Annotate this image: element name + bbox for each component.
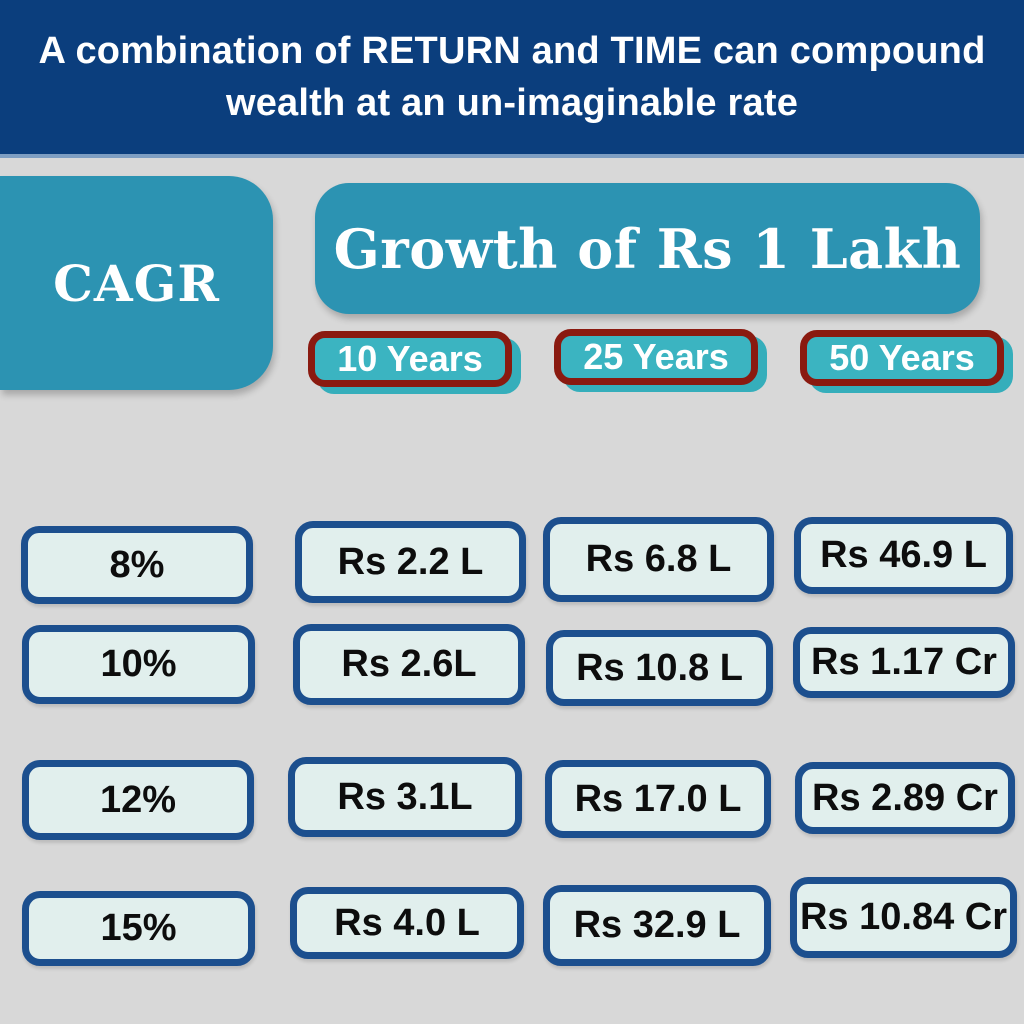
tab-50-years[interactable]: 50 Years (800, 330, 1004, 386)
header-title-line-1: A combination of RETURN and TIME can com… (38, 29, 986, 72)
value-cell-8pct-50y: Rs 46.9 L (794, 517, 1013, 594)
value-cell-8pct-25y-label: Rs 6.8 L (585, 538, 732, 580)
value-cell-15pct-50y: Rs 10.84 Cr (790, 877, 1017, 958)
cagr-header-box: CAGR (0, 176, 273, 390)
value-cell-15pct-10y: Rs 4.0 L (290, 887, 524, 959)
cagr-cell-15pct-label: 15% (100, 907, 177, 949)
cagr-cell-8pct-label: 8% (109, 543, 165, 586)
value-cell-15pct-50y-label: Rs 10.84 Cr (799, 896, 1007, 938)
value-cell-10pct-25y: Rs 10.8 L (546, 630, 773, 706)
cagr-cell-12pct: 12% (22, 760, 254, 840)
header-title-line-2: wealth at an un-imaginable rate (225, 82, 799, 124)
cagr-cell-8pct: 8% (21, 526, 253, 604)
cagr-cell-15pct: 15% (22, 891, 255, 966)
growth-title-box: Growth of Rs 1 Lakh (315, 183, 980, 314)
tab-50-years-label: 50 Years (829, 337, 975, 378)
value-cell-15pct-25y: Rs 32.9 L (543, 885, 771, 966)
value-cell-8pct-50y-label: Rs 46.9 L (820, 534, 987, 576)
value-cell-12pct-25y-label: Rs 17.0 L (574, 777, 742, 820)
value-cell-8pct-25y: Rs 6.8 L (543, 517, 774, 602)
cagr-header-label: CAGR (53, 253, 220, 313)
cagr-cell-12pct-label: 12% (99, 778, 177, 821)
value-cell-10pct-25y-label: Rs 10.8 L (576, 646, 743, 689)
tab-10-years-label: 10 Years (337, 338, 483, 379)
value-cell-10pct-50y-label: Rs 1.17 Cr (811, 641, 997, 683)
value-cell-10pct-10y: Rs 2.6L (293, 624, 525, 705)
value-cell-12pct-10y: Rs 3.1L (288, 757, 522, 837)
value-cell-15pct-10y-label: Rs 4.0 L (334, 901, 480, 944)
cagr-cell-10pct: 10% (22, 625, 255, 704)
value-cell-10pct-50y: Rs 1.17 Cr (793, 627, 1015, 698)
value-cell-12pct-50y: Rs 2.89 Cr (795, 762, 1015, 834)
tab-25-years-label: 25 Years (583, 336, 729, 377)
value-cell-12pct-25y: Rs 17.0 L (545, 760, 771, 838)
value-cell-12pct-50y-label: Rs 2.89 Cr (812, 776, 998, 819)
value-cell-8pct-10y-label: Rs 2.2 L (337, 540, 484, 583)
tab-10-years[interactable]: 10 Years (308, 331, 512, 387)
value-cell-15pct-25y-label: Rs 32.9 L (573, 904, 741, 946)
value-cell-10pct-10y-label: Rs 2.6L (341, 643, 477, 685)
cagr-cell-10pct-label: 10% (100, 643, 177, 685)
value-cell-12pct-10y-label: Rs 3.1L (337, 775, 473, 818)
header-banner: A combination of RETURN and TIME can com… (0, 0, 1024, 158)
growth-title: Growth of Rs 1 Lakh (333, 216, 962, 281)
value-cell-8pct-10y: Rs 2.2 L (295, 521, 526, 603)
tab-25-years[interactable]: 25 Years (554, 329, 758, 385)
